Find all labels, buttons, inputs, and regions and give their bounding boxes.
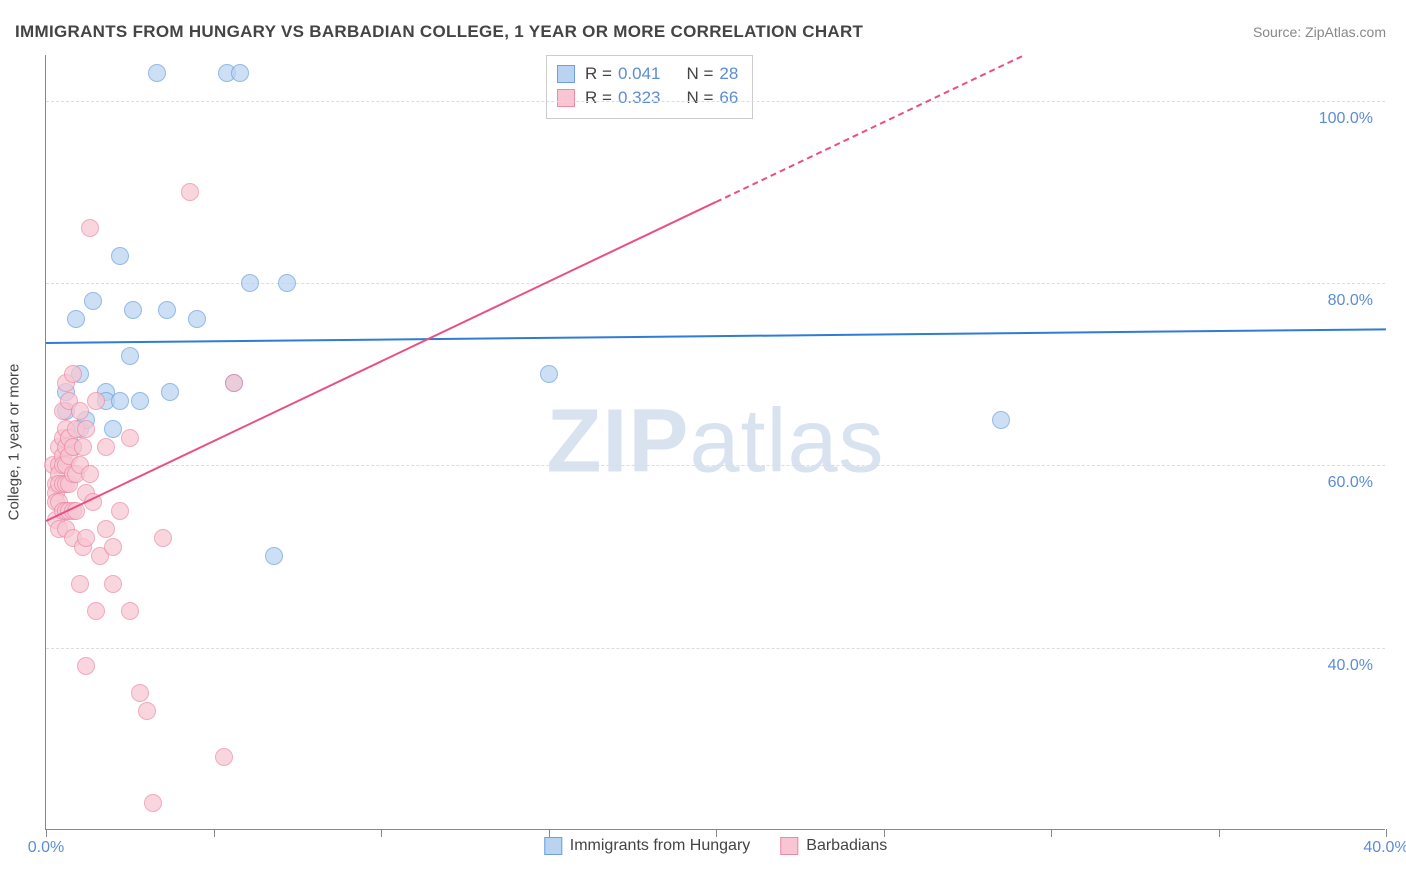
x-tick [1051,829,1052,837]
scatter-marker [225,374,243,392]
trend-line [716,55,1023,203]
trend-line [46,329,1386,345]
scatter-marker [104,575,122,593]
stats-r-label: R = [585,86,612,110]
scatter-marker [131,684,149,702]
x-tick [716,829,717,837]
legend-item-1: Immigrants from Hungary [544,837,751,855]
source-label: Source: ZipAtlas.com [1253,24,1386,40]
chart-container: IMMIGRANTS FROM HUNGARY VS BARBADIAN COL… [0,0,1406,892]
scatter-marker [265,547,283,565]
scatter-marker [84,292,102,310]
bottom-legend: Immigrants from Hungary Barbadians [544,837,887,855]
legend-item-2: Barbadians [780,837,887,855]
x-tick [549,829,550,837]
scatter-marker [188,310,206,328]
x-tick [1386,829,1387,837]
scatter-marker [74,438,92,456]
swatch-series-2 [557,89,575,107]
stats-n-value-2: 66 [719,86,738,110]
scatter-marker [241,274,259,292]
y-axis-label: College, 1 year or more [6,364,23,521]
scatter-marker [64,365,82,383]
scatter-marker [67,310,85,328]
y-tick-label: 100.0% [1319,110,1373,128]
scatter-marker [121,347,139,365]
scatter-marker [158,301,176,319]
scatter-marker [231,64,249,82]
scatter-marker [77,529,95,547]
y-tick-label: 80.0% [1328,292,1373,310]
gridline-h [46,101,1385,102]
scatter-marker [121,429,139,447]
swatch-series-1 [557,65,575,83]
stats-n-value-1: 28 [719,62,738,86]
stats-r-value-2: 0.323 [618,86,661,110]
stats-r-value-1: 0.041 [618,62,661,86]
legend-label-2: Barbadians [806,837,887,855]
scatter-marker [144,794,162,812]
gridline-h [46,648,1385,649]
stats-row-series-2: R = 0.323 N = 66 [557,86,738,110]
scatter-marker [540,365,558,383]
y-tick-label: 40.0% [1328,657,1373,675]
scatter-marker [215,748,233,766]
stats-legend: R = 0.041 N = 28 R = 0.323 N = 66 [546,55,753,119]
scatter-marker [138,702,156,720]
scatter-marker [77,420,95,438]
scatter-marker [111,502,129,520]
legend-label-1: Immigrants from Hungary [570,837,751,855]
scatter-marker [278,274,296,292]
x-tick-label: 0.0% [28,839,64,857]
swatch-series-2 [780,837,798,855]
watermark-text: ZIPatlas [546,391,884,494]
plot-area: ZIPatlas College, 1 year or more R = 0.0… [45,55,1385,830]
scatter-marker [124,301,142,319]
x-tick [214,829,215,837]
stats-n-label: N = [686,62,713,86]
scatter-marker [97,520,115,538]
scatter-marker [87,602,105,620]
scatter-marker [71,402,89,420]
scatter-marker [81,219,99,237]
x-tick [46,829,47,837]
x-tick [1219,829,1220,837]
scatter-marker [87,392,105,410]
scatter-marker [148,64,166,82]
scatter-marker [104,538,122,556]
scatter-marker [121,602,139,620]
scatter-marker [111,247,129,265]
trend-line [46,201,717,522]
scatter-marker [104,420,122,438]
gridline-h [46,465,1385,466]
scatter-marker [81,465,99,483]
chart-title: IMMIGRANTS FROM HUNGARY VS BARBADIAN COL… [15,22,863,42]
swatch-series-1 [544,837,562,855]
x-tick [381,829,382,837]
scatter-marker [71,575,89,593]
stats-n-label: N = [686,86,713,110]
x-tick-label: 40.0% [1363,839,1406,857]
scatter-marker [154,529,172,547]
scatter-marker [131,392,149,410]
stats-r-label: R = [585,62,612,86]
scatter-marker [161,383,179,401]
stats-row-series-1: R = 0.041 N = 28 [557,62,738,86]
scatter-marker [181,183,199,201]
scatter-marker [992,411,1010,429]
scatter-marker [111,392,129,410]
x-tick [884,829,885,837]
scatter-marker [97,438,115,456]
scatter-marker [77,657,95,675]
y-tick-label: 60.0% [1328,474,1373,492]
